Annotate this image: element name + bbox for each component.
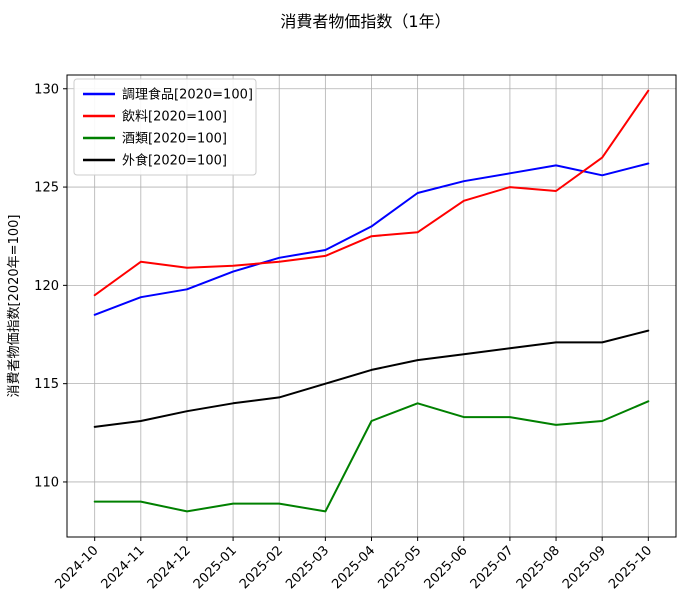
x-tick-label: 2024-10 [52,543,101,592]
x-tick-label: 2025-09 [560,543,609,592]
legend-item-1: 飲料[2020=100] [83,109,227,125]
y-tick-label: 115 [34,377,59,392]
legend-item-0: 調理食品[2020=100] [83,87,253,103]
chart-title: 消費者物価指数（1年） [280,12,450,31]
legend-box [73,78,257,176]
y-tick-label: 110 [34,475,59,490]
x-tick-label: 2025-08 [514,543,563,592]
x-tick-label: 2024-12 [145,543,194,592]
x-tick-label: 2025-03 [283,543,332,592]
legend: 調理食品[2020=100] 飲料[2020=100] 酒類[2020=100] 外食… [73,78,257,176]
series-line-2 [93,400,650,513]
legend-item-3: 外食[2020=100] [83,153,227,169]
x-tick-label: 2024-11 [99,543,148,592]
x-tick-label: 2025-04 [329,543,378,592]
y-tick-label: 125 [34,181,59,196]
legend-label: 酒類[2020=100] [122,132,227,147]
x-tick-label: 2025-05 [375,543,424,592]
legend-item-2: 酒類[2020=100] [83,132,227,147]
legend-label: 飲料[2020=100] [122,109,227,125]
x-tick-label: 2025-06 [422,543,471,592]
series-line-0 [93,162,650,316]
y-axis-label: 消費者物価指数[2020年=100] [7,215,22,398]
y-tick-label: 130 [34,82,59,97]
series-line-3 [93,329,650,428]
series-line-1 [93,89,650,297]
legend-label: 外食[2020=100] [122,153,227,169]
x-tick-label: 2025-01 [191,543,240,592]
x-tick-label: 2025-07 [468,543,517,592]
x-tick-label: 2025-02 [237,543,286,592]
x-tick-label: 2025-10 [606,543,655,592]
axes-frame [66,74,677,538]
y-tick-label: 120 [34,279,59,294]
legend-label: 調理食品[2020=100] [122,87,253,103]
